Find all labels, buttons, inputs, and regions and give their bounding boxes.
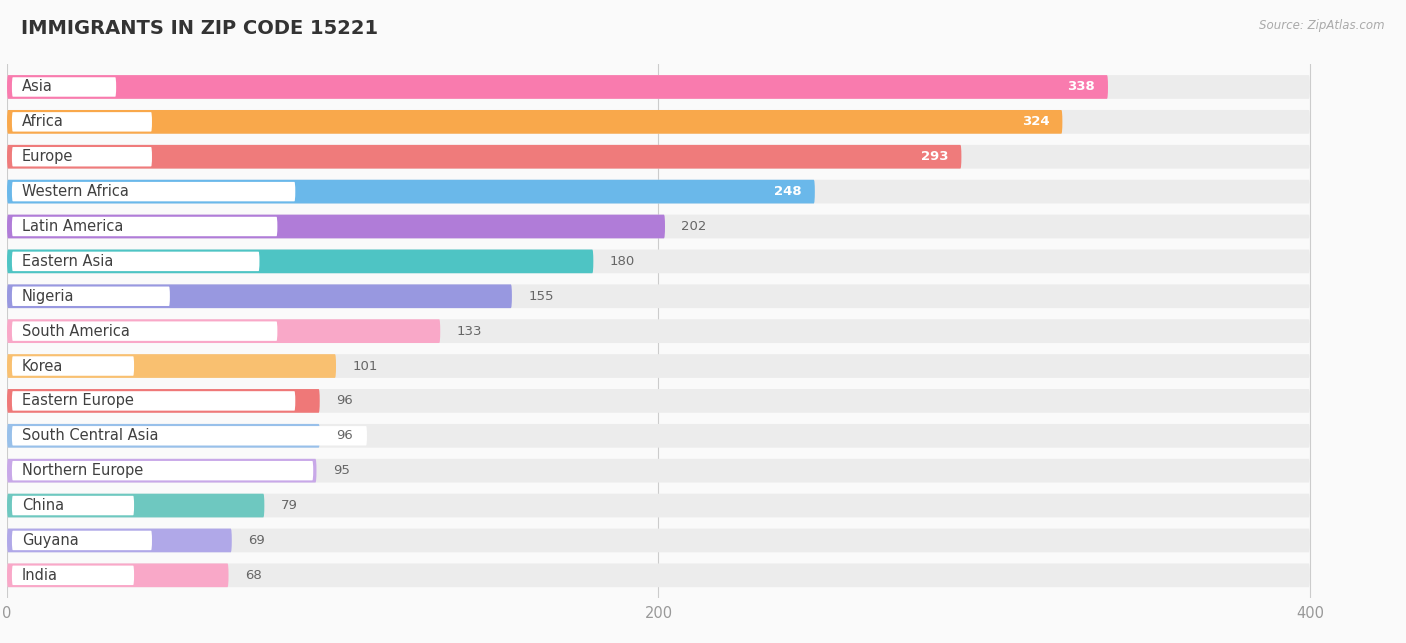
FancyBboxPatch shape [11,496,134,515]
FancyBboxPatch shape [7,354,1310,378]
Text: IMMIGRANTS IN ZIP CODE 15221: IMMIGRANTS IN ZIP CODE 15221 [21,19,378,39]
Text: South America: South America [21,323,129,339]
FancyBboxPatch shape [7,284,1310,308]
Text: 202: 202 [682,220,707,233]
FancyBboxPatch shape [11,566,134,585]
FancyBboxPatch shape [7,145,1310,168]
FancyBboxPatch shape [7,145,962,168]
FancyBboxPatch shape [7,215,665,239]
Text: 68: 68 [245,569,262,582]
FancyBboxPatch shape [7,180,1310,203]
FancyBboxPatch shape [11,251,260,271]
FancyBboxPatch shape [11,391,295,411]
FancyBboxPatch shape [7,494,1310,518]
FancyBboxPatch shape [7,110,1063,134]
FancyBboxPatch shape [7,180,815,203]
FancyBboxPatch shape [11,530,152,550]
FancyBboxPatch shape [11,322,277,341]
FancyBboxPatch shape [7,459,1310,482]
Text: 96: 96 [336,394,353,408]
Text: Nigeria: Nigeria [21,289,75,303]
Text: 180: 180 [610,255,636,268]
Text: Eastern Europe: Eastern Europe [21,394,134,408]
FancyBboxPatch shape [11,147,152,167]
Text: 324: 324 [1022,115,1049,129]
FancyBboxPatch shape [7,215,1310,239]
FancyBboxPatch shape [7,424,1310,448]
FancyBboxPatch shape [11,461,314,480]
FancyBboxPatch shape [7,354,336,378]
Text: Latin America: Latin America [21,219,124,234]
FancyBboxPatch shape [11,287,170,306]
Text: 338: 338 [1067,80,1095,93]
Text: Africa: Africa [21,114,63,129]
FancyBboxPatch shape [7,110,1310,134]
FancyBboxPatch shape [7,320,440,343]
FancyBboxPatch shape [7,529,232,552]
FancyBboxPatch shape [11,112,152,132]
Text: Northern Europe: Northern Europe [21,463,143,478]
FancyBboxPatch shape [7,563,229,587]
FancyBboxPatch shape [7,284,512,308]
FancyBboxPatch shape [7,75,1108,99]
FancyBboxPatch shape [7,75,1310,99]
FancyBboxPatch shape [7,389,1310,413]
FancyBboxPatch shape [7,563,1310,587]
FancyBboxPatch shape [11,182,295,201]
FancyBboxPatch shape [7,389,319,413]
FancyBboxPatch shape [11,356,134,376]
Text: 293: 293 [921,150,949,163]
Text: 248: 248 [775,185,801,198]
Text: Eastern Asia: Eastern Asia [21,254,112,269]
FancyBboxPatch shape [11,426,367,446]
Text: Asia: Asia [21,80,52,95]
Text: Korea: Korea [21,359,63,374]
Text: Source: ZipAtlas.com: Source: ZipAtlas.com [1260,19,1385,32]
Text: 95: 95 [333,464,350,477]
FancyBboxPatch shape [7,249,593,273]
FancyBboxPatch shape [7,459,316,482]
Text: Europe: Europe [21,149,73,164]
FancyBboxPatch shape [7,494,264,518]
Text: Guyana: Guyana [21,533,79,548]
Text: 69: 69 [247,534,264,547]
FancyBboxPatch shape [11,217,277,236]
FancyBboxPatch shape [7,249,1310,273]
Text: 155: 155 [529,290,554,303]
FancyBboxPatch shape [11,77,117,96]
Text: India: India [21,568,58,583]
Text: 79: 79 [281,499,298,512]
Text: Western Africa: Western Africa [21,184,128,199]
Text: China: China [21,498,63,513]
FancyBboxPatch shape [7,424,319,448]
Text: 133: 133 [457,325,482,338]
Text: South Central Asia: South Central Asia [21,428,159,443]
Text: 96: 96 [336,430,353,442]
FancyBboxPatch shape [7,529,1310,552]
FancyBboxPatch shape [7,320,1310,343]
Text: 101: 101 [353,359,378,372]
